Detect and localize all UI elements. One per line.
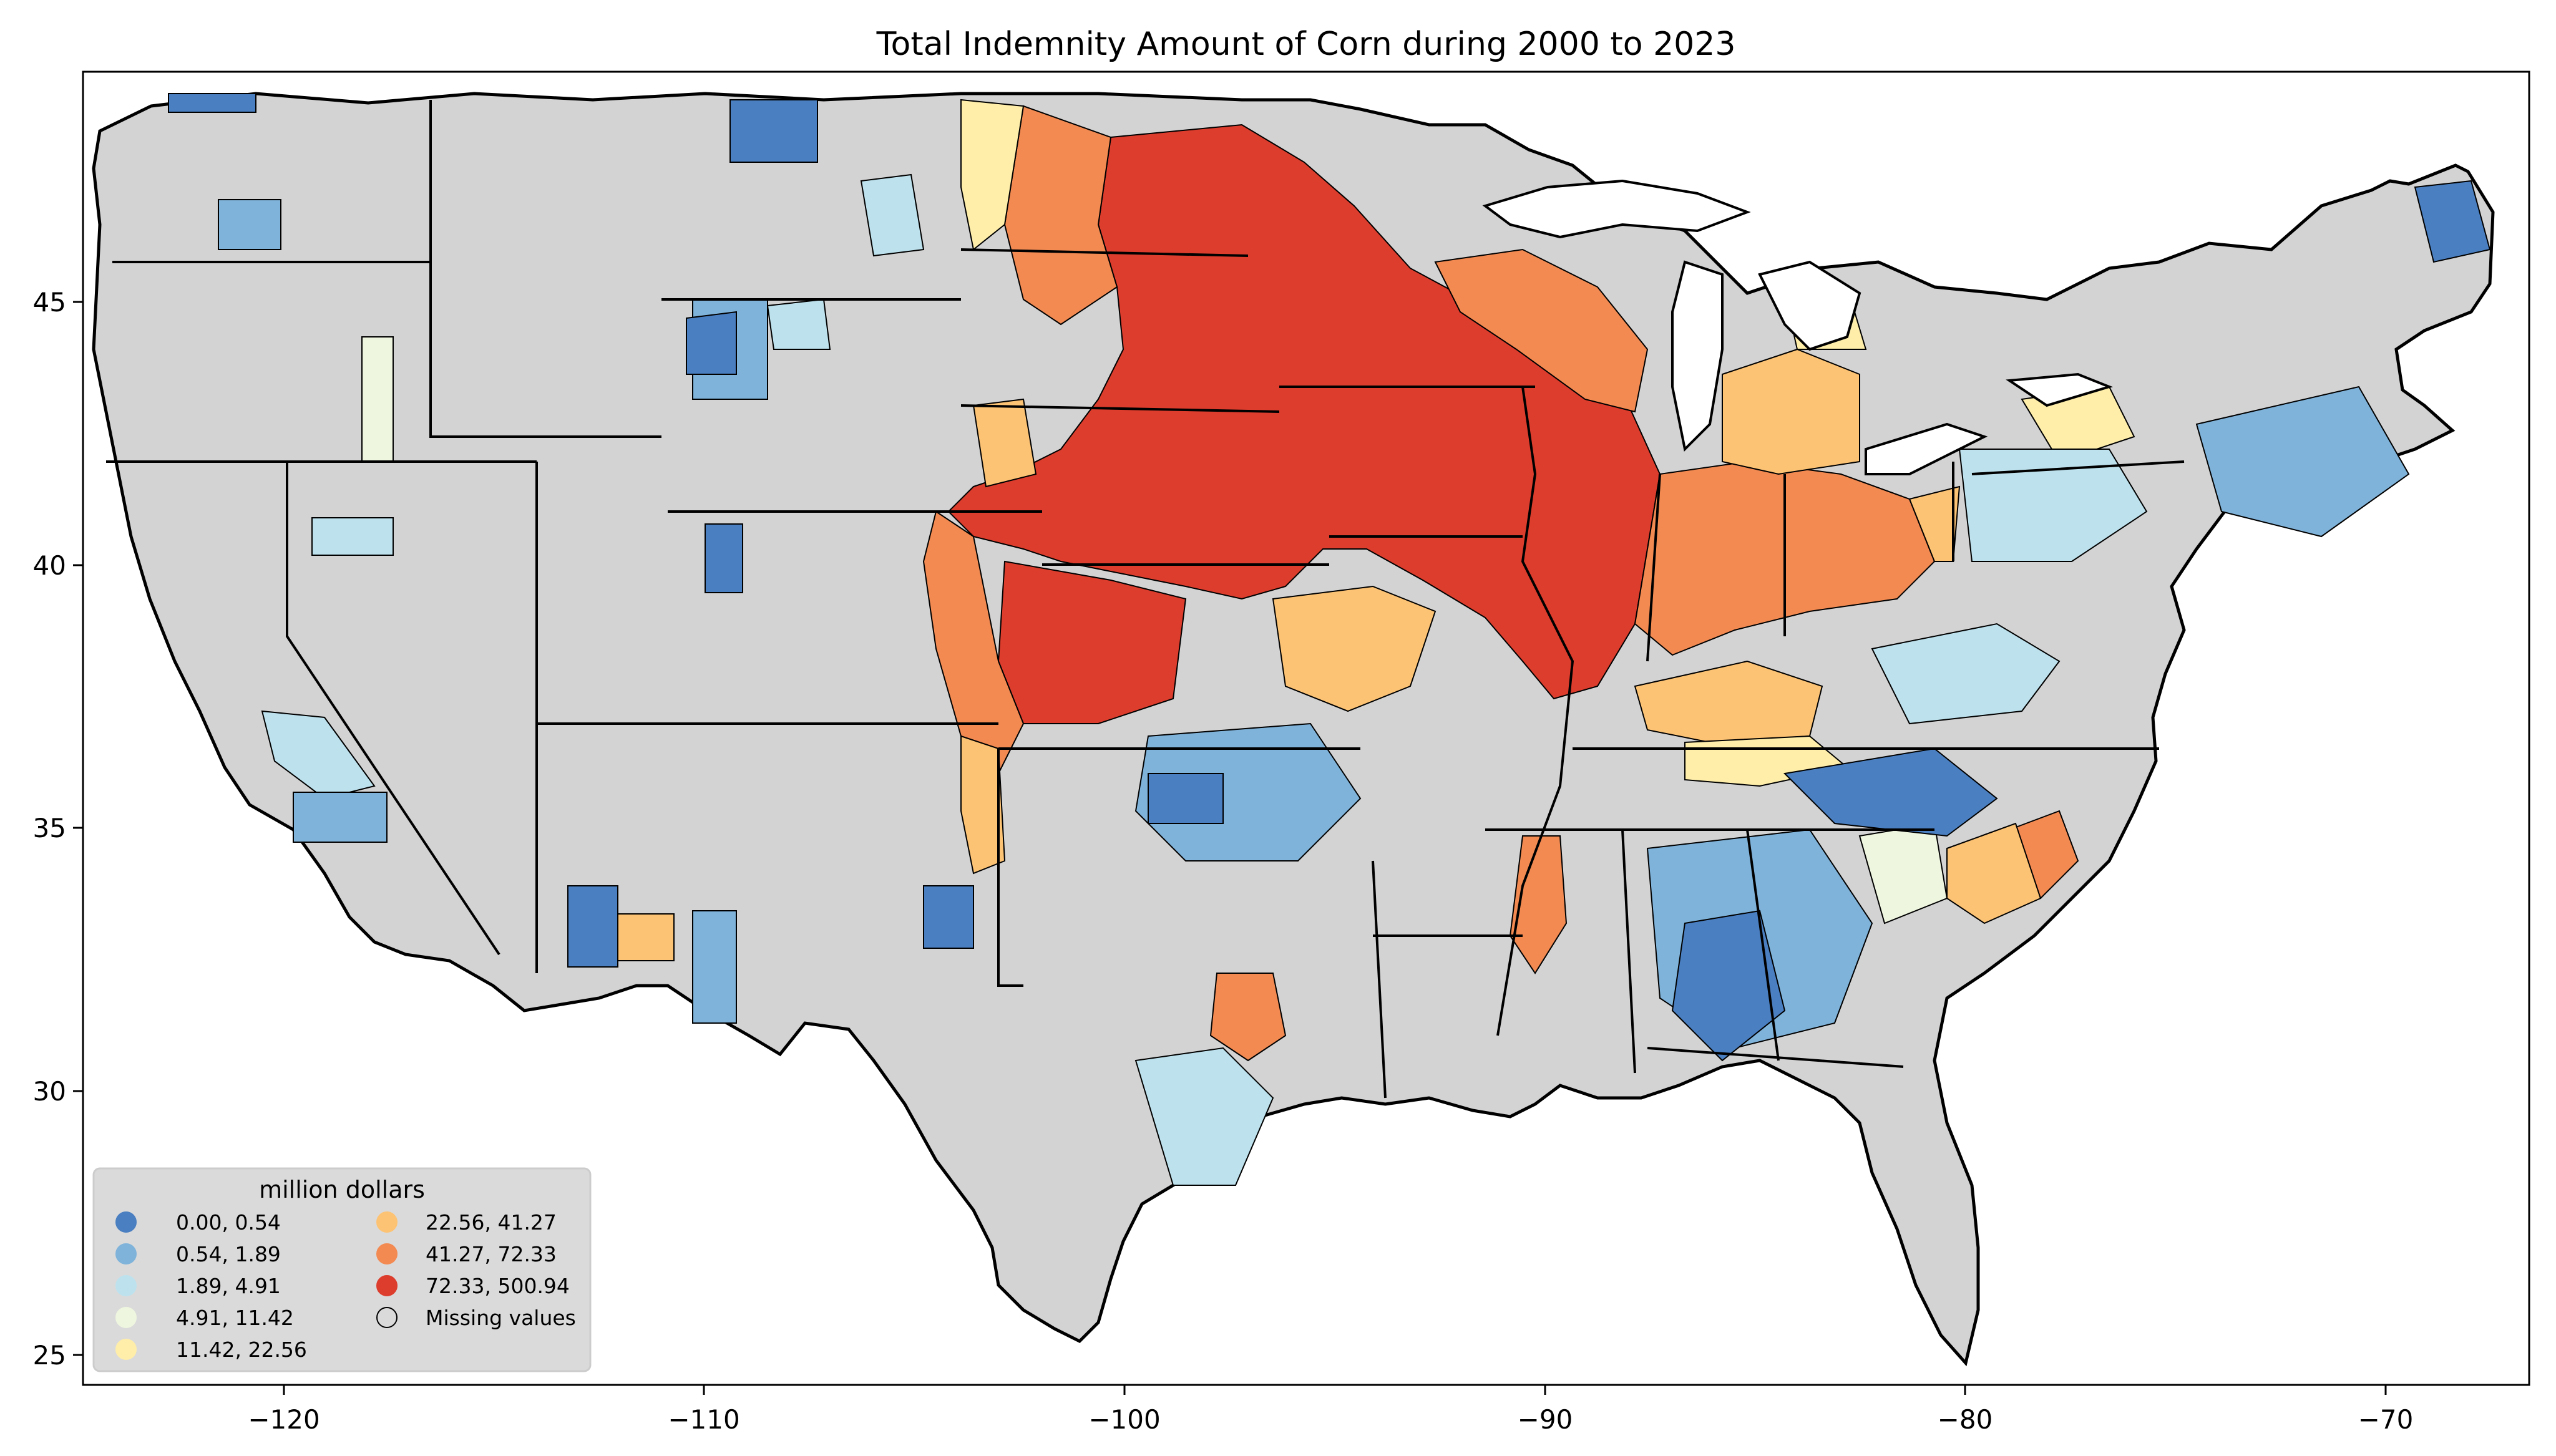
legend-label: 0.54, 1.89 bbox=[176, 1242, 281, 1266]
lake-erie bbox=[1865, 422, 1988, 475]
lake-huron bbox=[1758, 260, 1861, 351]
map-area bbox=[92, 92, 2495, 1367]
region-maine bbox=[2414, 180, 2491, 263]
region-pennsylvania bbox=[1958, 449, 2148, 562]
legend-label: 72.33, 500.94 bbox=[426, 1274, 570, 1298]
region-alabama bbox=[1671, 910, 1786, 1062]
region-dakotas-edge bbox=[1003, 105, 1118, 326]
border-sd-ne bbox=[960, 404, 1280, 413]
region-ms-delta bbox=[1509, 835, 1568, 974]
y-tick-label: 30 bbox=[33, 1076, 66, 1107]
border-fl bbox=[1647, 1047, 1904, 1068]
legend-label: 1.89, 4.91 bbox=[176, 1274, 281, 1298]
legend-marker bbox=[115, 1339, 137, 1360]
legend-label: Missing values bbox=[426, 1306, 576, 1330]
map-title: Total Indemnity Amount of Corn during 20… bbox=[876, 26, 1736, 63]
region-arizona bbox=[692, 910, 737, 1024]
region-washington-north bbox=[168, 93, 256, 113]
x-tick-label: −110 bbox=[668, 1404, 739, 1435]
legend-marker bbox=[376, 1243, 398, 1264]
region-texas-south bbox=[1134, 1047, 1274, 1186]
y-axis: 45 40 35 30 25 bbox=[33, 287, 83, 1371]
border-il-in bbox=[1646, 473, 1661, 662]
border-nd-sd bbox=[960, 248, 1249, 257]
x-tick-label: −120 bbox=[248, 1404, 320, 1435]
region-nevada bbox=[311, 517, 394, 556]
legend-label: 4.91, 11.42 bbox=[176, 1306, 294, 1330]
region-nebraska-west bbox=[972, 398, 1037, 488]
legend-title: million dollars bbox=[259, 1176, 425, 1203]
border-ny-pa bbox=[1971, 460, 2185, 475]
y-tick-label: 35 bbox=[33, 813, 66, 843]
legend-label: 41.27, 72.33 bbox=[426, 1242, 557, 1266]
region-central-texas bbox=[1209, 973, 1287, 1062]
legend-marker bbox=[115, 1211, 137, 1233]
border-tx-la bbox=[1372, 860, 1387, 1099]
legend-marker bbox=[376, 1211, 398, 1233]
legend-label: 11.42, 22.56 bbox=[176, 1337, 307, 1362]
lake-michigan bbox=[1671, 260, 1724, 452]
legend-marker bbox=[115, 1307, 137, 1328]
region-carolinas bbox=[1783, 747, 1998, 837]
region-montana-west bbox=[860, 173, 925, 257]
state-borders bbox=[106, 100, 2185, 1099]
x-tick-label: −90 bbox=[1518, 1404, 1573, 1435]
legend-marker bbox=[376, 1307, 398, 1328]
border-al-ga bbox=[1746, 829, 1780, 1061]
x-axis: −120 −110 −100 −90 −80 −70 bbox=[248, 1385, 2413, 1435]
legend-label: 0.00, 0.54 bbox=[176, 1210, 281, 1235]
border-mississippi bbox=[1496, 386, 1574, 1036]
legend-marker bbox=[115, 1243, 137, 1264]
axes-frame bbox=[82, 70, 2530, 1386]
region-washington bbox=[218, 199, 281, 250]
region-colorado bbox=[705, 523, 743, 593]
x-tick-label: −70 bbox=[2358, 1404, 2414, 1435]
legend-label: 22.56, 41.27 bbox=[426, 1210, 557, 1235]
region-montana-east bbox=[960, 99, 1025, 251]
lake-ontario bbox=[2006, 372, 2114, 407]
legend-marker bbox=[376, 1275, 398, 1296]
x-tick-label: −100 bbox=[1088, 1404, 1160, 1435]
region-sc-coast bbox=[1946, 822, 2042, 925]
region-wyoming bbox=[766, 298, 831, 350]
y-tick-label: 25 bbox=[33, 1340, 66, 1371]
border-ca-nv bbox=[286, 462, 500, 956]
region-wyoming-east bbox=[686, 311, 737, 375]
region-wisconsin bbox=[1434, 248, 1649, 413]
legend-frame bbox=[92, 1167, 592, 1372]
great-lakes bbox=[1482, 179, 2114, 475]
region-virginia bbox=[1871, 623, 2061, 725]
region-new-mexico bbox=[923, 885, 974, 949]
border-id-mt bbox=[429, 100, 661, 438]
region-idaho bbox=[361, 336, 394, 462]
y-tick-label: 45 bbox=[33, 287, 66, 318]
region-california-south bbox=[293, 792, 388, 843]
border-tx-ok bbox=[997, 749, 1023, 987]
legend-entries: 0.00, 0.54 0.54, 1.89 1.89, 4.91 4.91, 11.4… bbox=[115, 1210, 576, 1362]
region-oklahoma-west bbox=[1148, 773, 1224, 824]
region-oklahoma-pan bbox=[960, 735, 1006, 875]
region-montana-north bbox=[729, 99, 818, 163]
y-tick-label: 40 bbox=[33, 550, 66, 581]
region-missouri bbox=[1272, 585, 1437, 712]
region-arizona-east bbox=[567, 885, 618, 968]
region-new-england bbox=[2195, 386, 2410, 538]
legend-marker bbox=[115, 1275, 137, 1296]
legend: million dollars 0.00, 0.54 0.54, 1.89 1.89… bbox=[92, 1167, 592, 1372]
x-tick-label: −80 bbox=[1938, 1404, 1993, 1435]
border-ms-al bbox=[1621, 829, 1636, 1074]
region-michigan bbox=[1722, 348, 1860, 475]
region-oklahoma bbox=[1134, 722, 1362, 861]
choropleth-regions bbox=[168, 93, 2491, 1186]
region-arizona-spot bbox=[614, 913, 675, 961]
lake-superior bbox=[1482, 179, 1751, 239]
